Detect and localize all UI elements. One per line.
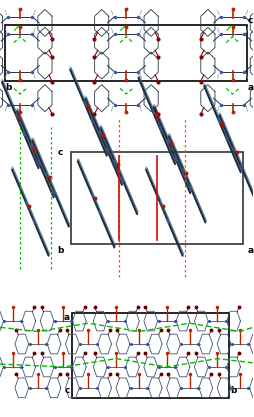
Bar xyxy=(72,313,228,398)
Bar xyxy=(5,25,246,81)
Text: c: c xyxy=(58,148,63,157)
Text: c: c xyxy=(247,16,252,25)
Text: a: a xyxy=(247,83,253,93)
Text: b: b xyxy=(5,83,11,93)
Text: a: a xyxy=(63,313,69,322)
Text: b: b xyxy=(229,386,235,395)
Text: b: b xyxy=(57,246,63,255)
Bar xyxy=(71,152,242,244)
Text: a: a xyxy=(247,246,253,255)
Text: c: c xyxy=(64,386,69,395)
